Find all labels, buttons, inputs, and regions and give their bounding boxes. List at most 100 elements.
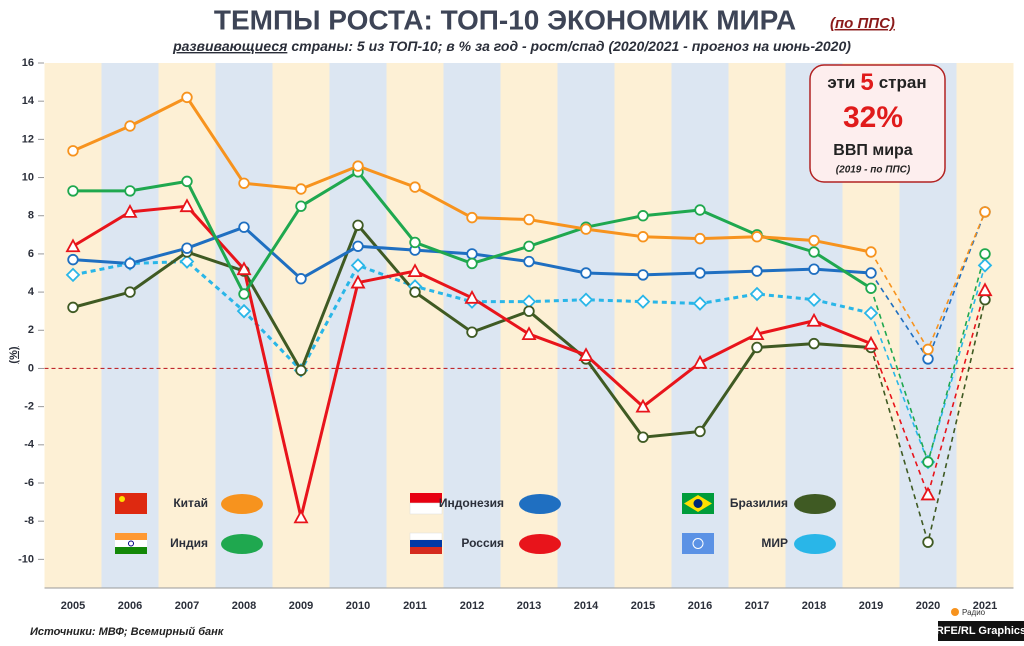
legend-label: Китай [173,496,208,510]
point [922,353,934,365]
point [806,292,822,308]
point [922,343,934,356]
source: Источники: МВФ; Всемирный банк [30,626,225,638]
point [124,257,136,270]
point [922,456,934,468]
series-line [72,260,872,372]
y-tick-label: 8 [28,210,34,222]
title-note: (по ППС) [830,15,895,32]
column-band [728,63,786,588]
y-tick-label: -8 [24,515,34,527]
x-tick-label: 2017 [745,600,769,612]
point [238,221,250,233]
point [749,286,765,302]
point [238,177,250,189]
logo-mark [951,608,959,616]
point [580,223,592,235]
point [692,296,708,311]
point [179,254,195,269]
point [122,204,138,218]
flag-india [115,533,147,554]
legend-label: Бразилия [730,496,788,510]
point [979,206,991,218]
point [749,326,765,340]
flag-china [115,493,147,514]
point [352,240,364,252]
point [295,200,307,212]
point [295,183,307,195]
point [65,238,81,253]
point [751,231,763,243]
point [521,326,537,340]
x-tick-label: 2015 [631,600,655,612]
point [635,294,651,309]
point [694,425,706,438]
point [865,267,877,279]
point [808,337,820,350]
point [67,145,79,157]
callout-count: 5 [860,69,873,96]
x-tick-label: 2013 [517,600,541,612]
point [578,347,594,361]
y-tick-label: 16 [22,57,34,69]
y-tick-label: 4 [28,286,35,298]
subtitle-text: страны: 5 из ТОП-10; в % за год - рост/с… [291,38,851,54]
legend-label: Индонезия [439,496,504,510]
point [637,431,649,443]
point [409,236,421,249]
x-tick-label: 2008 [232,600,256,612]
legend-swatch [519,534,561,554]
point [407,263,423,277]
point [637,231,649,243]
point [350,274,366,289]
callout-suffix: стран [879,73,927,92]
y-tick-label: -6 [24,477,34,489]
point [806,312,822,327]
subtitle: развивающиеся страны: 5 из ТОП-10; в % за… [172,38,851,54]
point [350,258,366,273]
point [523,255,535,268]
flag-russia [409,532,443,554]
point [523,240,535,252]
point [65,267,81,283]
point [464,289,480,304]
flag-un [682,533,714,554]
legend-swatch [794,494,836,514]
legend-label: Россия [461,536,504,550]
flag-indonesia [409,493,443,515]
point [295,273,307,285]
x-tick-label: 2018 [802,600,826,612]
logo: Радио [962,608,986,617]
callout-share: 32% [843,101,903,134]
point [466,257,478,270]
credit: RFE/RL Graphics [936,625,1024,637]
point [352,160,364,172]
column-band [557,63,615,588]
point [67,253,79,266]
point [124,286,136,298]
subtitle-emphasis: развивающиеся [172,38,287,54]
column-band [614,63,672,588]
point [293,509,309,524]
x-tick-label: 2005 [61,600,85,612]
point [352,219,364,231]
point [637,269,649,281]
point [181,175,193,188]
column-band [272,63,330,588]
x-tick-label: 2009 [289,600,313,612]
point [67,185,79,197]
point [808,234,820,247]
y-tick-label: 14 [22,95,35,107]
y-tick-label: 0 [28,362,34,374]
point [181,91,193,104]
credit-box [938,621,1024,641]
point [922,536,934,548]
point [808,263,820,275]
x-tick-label: 2011 [403,600,427,612]
point [692,354,708,369]
legend-label: МИР [761,536,788,550]
point [466,326,478,338]
point [181,242,193,254]
callout-box [809,64,946,183]
